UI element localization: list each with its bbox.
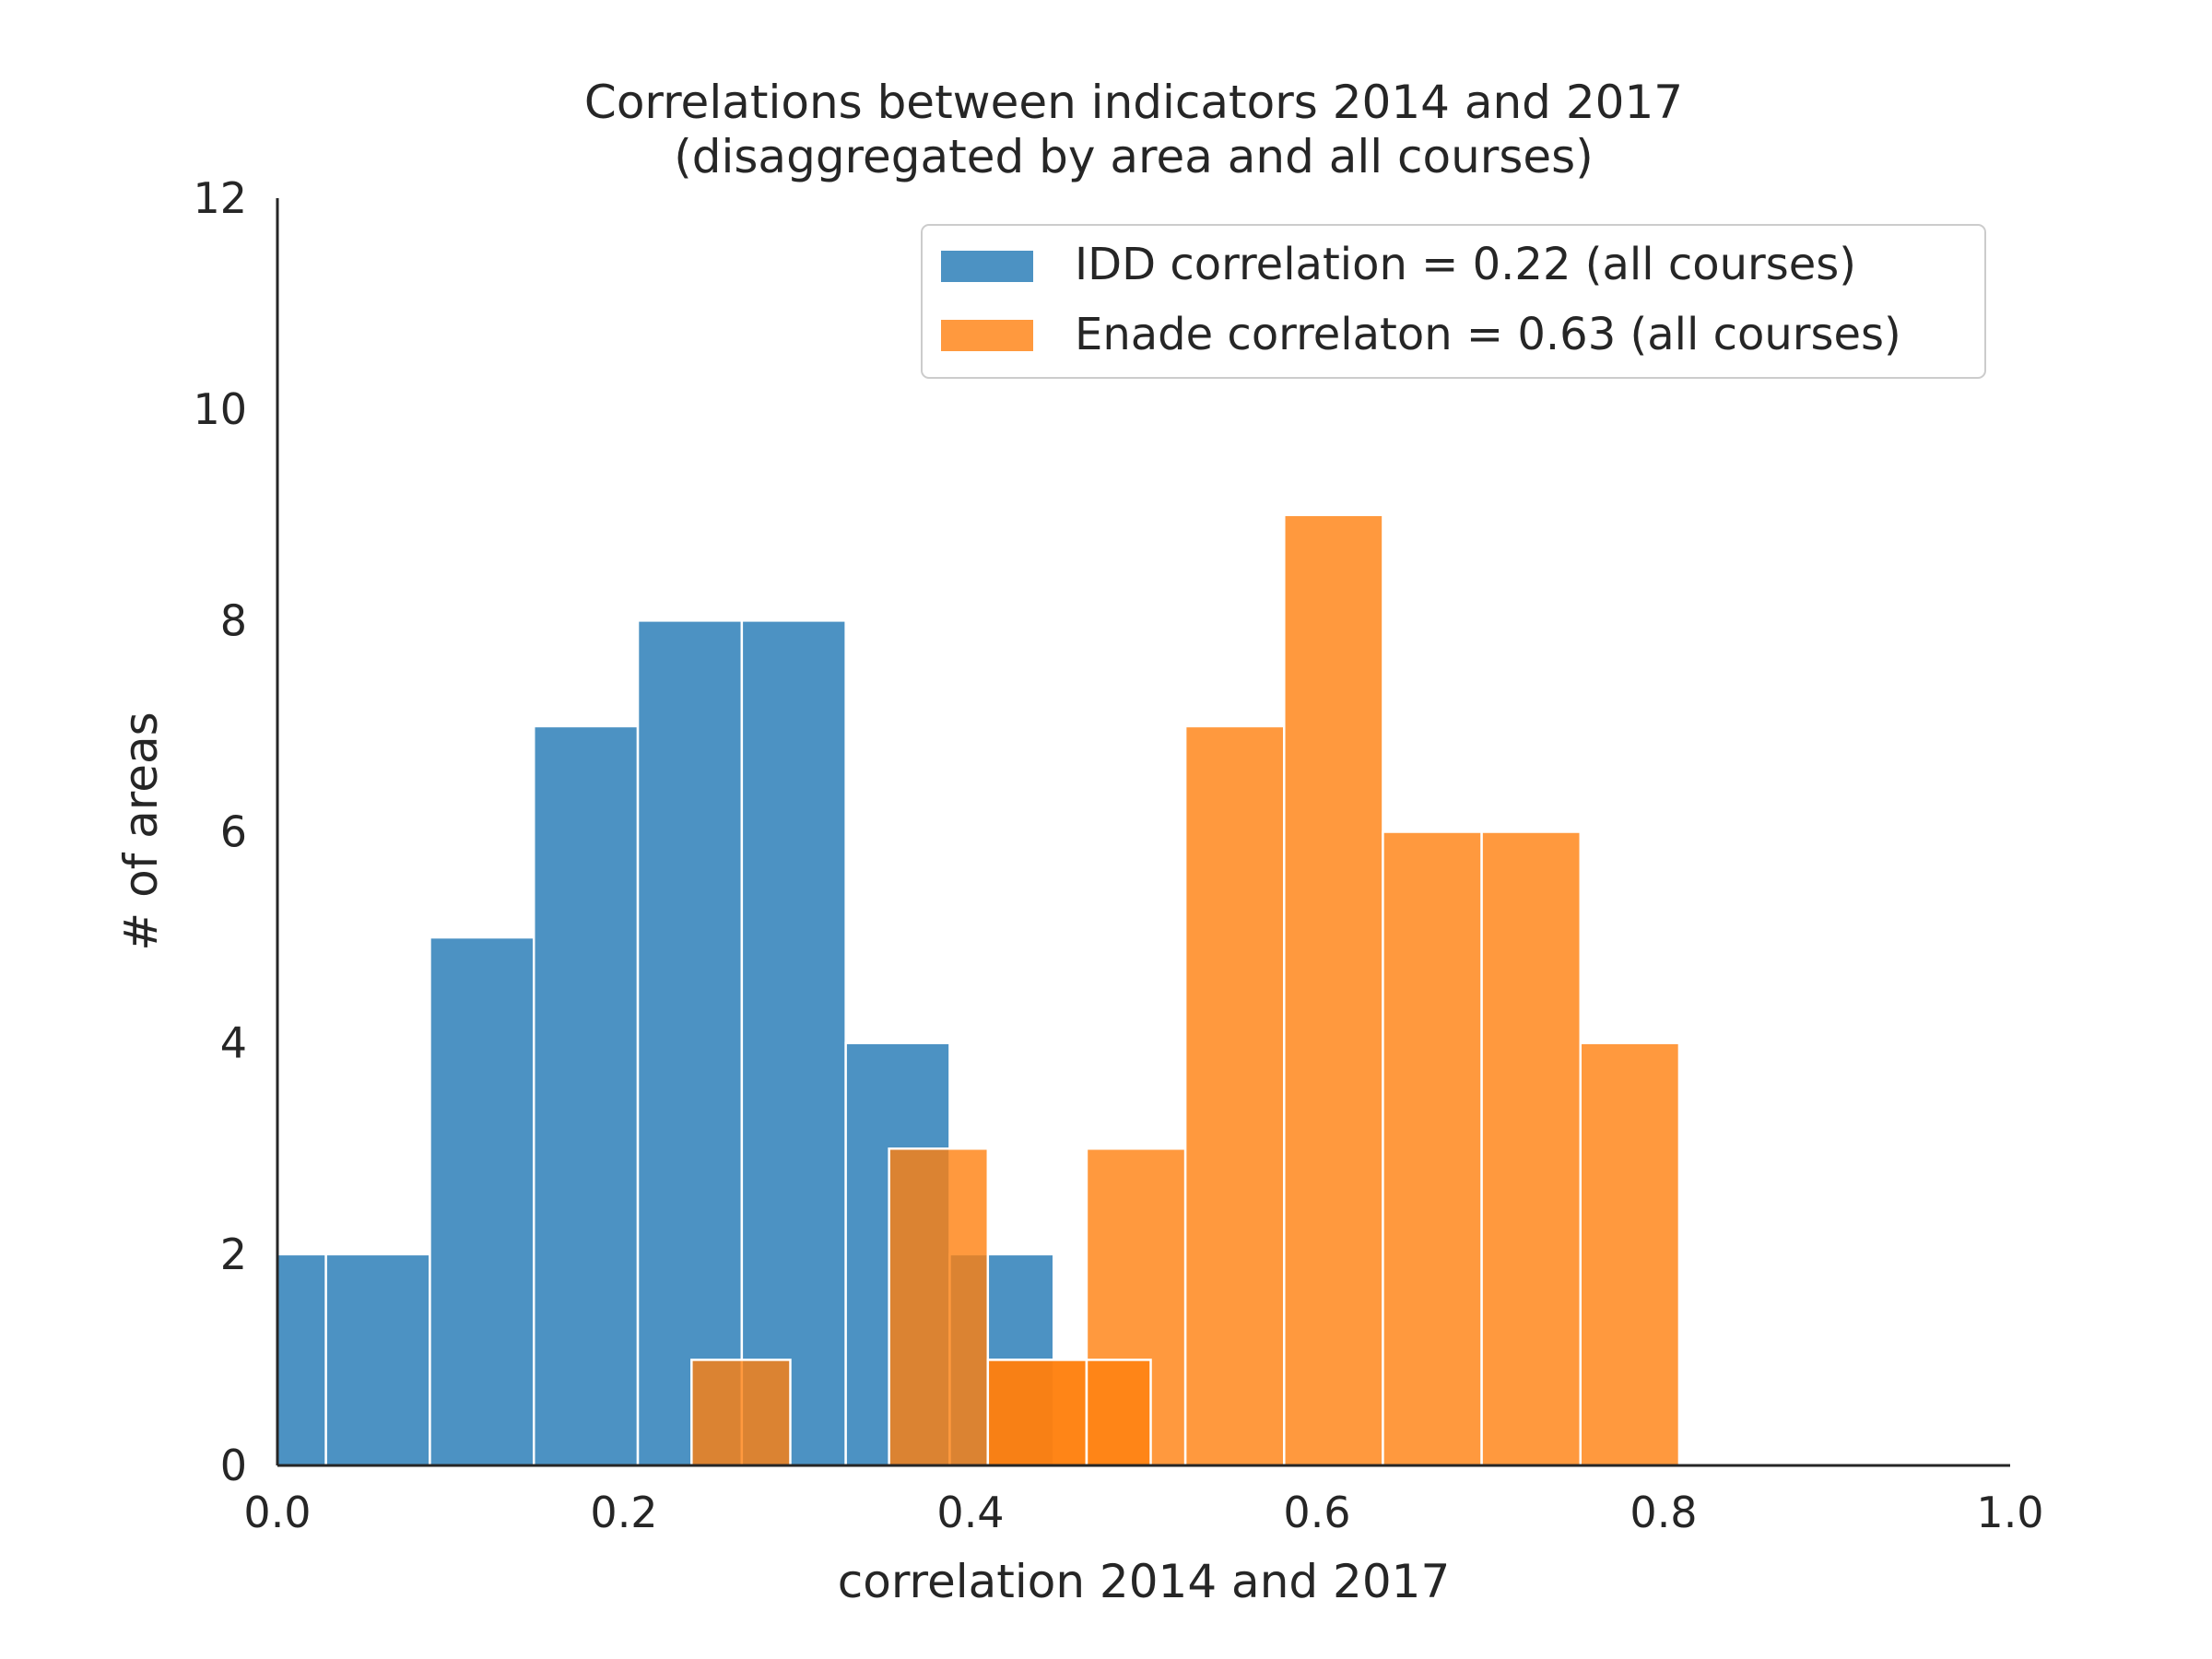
x-tick-label: 0.2	[590, 1488, 657, 1537]
bar-enade-2	[888, 1147, 990, 1467]
bars-layer	[276, 513, 1681, 1467]
x-tick-label: 1.0	[1976, 1488, 2043, 1537]
y-tick-label: 10	[193, 384, 247, 434]
y-tick-label: 4	[220, 1018, 247, 1068]
bar-idd-5	[740, 619, 847, 1467]
y-tick-label: 2	[220, 1230, 247, 1279]
chart-title-line-1: Correlations between indicators 2014 and…	[584, 76, 1683, 129]
y-tick-label: 0	[220, 1441, 247, 1490]
bar-idd-2	[429, 935, 535, 1467]
x-tick-label: 0.4	[936, 1488, 1004, 1537]
x-tick-label: 0.6	[1283, 1488, 1350, 1537]
y-tick-labels: 0 2 4 6 8 10 12	[193, 173, 247, 1490]
y-tick-label: 8	[220, 595, 247, 645]
legend-label-idd: IDD correlation = 0.22 (all courses)	[1075, 239, 1856, 290]
bar-enade-9	[1579, 1041, 1681, 1467]
legend-swatch-idd	[941, 251, 1033, 282]
bar-idd-3	[532, 724, 640, 1467]
legend: IDD correlation = 0.22 (all courses) Ena…	[921, 224, 1986, 379]
bar-enade-8	[1480, 830, 1583, 1467]
x-tick-labels: 0.0 0.2 0.4 0.6 0.8 1.0	[243, 1488, 2043, 1537]
bar-enade-overlay-0	[986, 1359, 1088, 1467]
chart-title: Correlations between indicators 2014 and…	[584, 76, 1683, 183]
chart-title-line-2: (disaggregated by area and all courses)	[674, 130, 1594, 183]
x-tick-label: 0.8	[1630, 1488, 1697, 1537]
bar-idd-4	[636, 619, 744, 1467]
bar-enade-7	[1382, 830, 1483, 1467]
bar-enade-5	[1183, 724, 1286, 1467]
y-tick-label: 6	[220, 807, 247, 857]
bar-idd-0	[276, 1253, 327, 1467]
legend-label-enade: Enade correlaton = 0.63 (all courses)	[1075, 309, 1901, 360]
axes	[276, 198, 2010, 1467]
bar-enade-6	[1283, 513, 1384, 1467]
legend-swatch-enade	[941, 320, 1033, 351]
bar-enade-overlay-1	[1085, 1359, 1152, 1467]
x-tick-label: 0.0	[243, 1488, 311, 1537]
bar-idd-1	[324, 1253, 431, 1467]
y-axis-label: # of areas	[114, 712, 168, 950]
x-axis-label: correlation 2014 and 2017	[838, 1555, 1451, 1608]
y-tick-label: 12	[193, 173, 247, 223]
bar-enade-0	[690, 1359, 792, 1467]
legend-frame	[921, 224, 1986, 379]
